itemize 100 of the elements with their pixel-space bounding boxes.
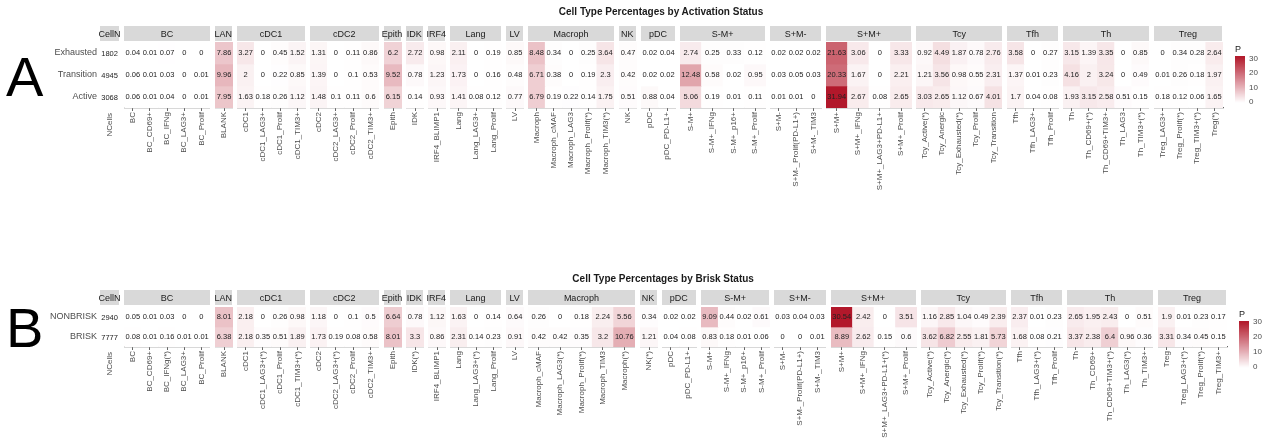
x-tick-label: Macroph_TIM3(*)	[600, 111, 610, 175]
x-tick-label: Lang	[453, 112, 463, 130]
x-tick-label: Macroph	[532, 112, 542, 144]
color-bar-title: P	[1234, 43, 1241, 54]
x-tick-label: Treg(*)	[1209, 111, 1219, 137]
x-tick-label: Treg_LAG3+(*)	[1178, 350, 1188, 406]
chart-title: LAN	[214, 28, 232, 39]
x-tick-label: Treg_TIM3+	[1213, 350, 1223, 395]
x-tick-label: cDC2_LAG3+	[331, 111, 341, 162]
color-bar-label: 10	[1252, 347, 1263, 357]
x-tick-label: BC_Prolif	[196, 111, 206, 146]
x-tick-label: Tcy_Active(*)	[920, 111, 930, 159]
x-tick-label: cDC2_TIM3+	[365, 350, 375, 399]
x-tick-label: Treg_LAG3+	[1157, 111, 1167, 158]
x-tick-label: Epith	[381, 28, 403, 39]
x-tick-label: cDC2	[313, 350, 323, 372]
x-tick-label: Th_LAG3(*)	[1122, 350, 1132, 394]
x-tick-label: Macroph(*)	[619, 350, 629, 391]
x-tick-label: pDC	[644, 111, 654, 129]
x-tick-label: Th_CD69+TIM3+	[1101, 111, 1111, 174]
x-tick-label: cDC1	[240, 350, 250, 372]
x-tick-label: cDC2	[313, 111, 323, 133]
x-tick-label: NK(*)	[643, 350, 653, 371]
x-tick-label: S+M-_Prolif(PD-L1+)	[795, 350, 805, 426]
x-tick-label: Tcy_Exhausted(*)	[954, 111, 964, 175]
x-tick-label: S+M-	[778, 350, 788, 371]
x-tick-label: S+M-	[773, 111, 783, 132]
text: Cell Type Percentages by Brisk Status	[572, 273, 754, 284]
y-tick-label: NONBRISK	[49, 311, 97, 322]
x-tick-label: S-M+_Prolif	[750, 111, 760, 155]
x-tick-label: S-M+_IFNg	[721, 351, 731, 393]
x-tick-label: Tfh_LAG3+(*)	[1032, 350, 1042, 401]
x-tick-label: BC_IFNg(*)	[162, 350, 172, 393]
x-tick-label: Th_TIM3+(*)	[1135, 111, 1145, 158]
x-tick-label: Treg	[1161, 351, 1171, 368]
x-tick-label: Tcy_Transition(*)	[993, 350, 1003, 411]
x-tick-label: cDC1_Prolif	[275, 350, 285, 394]
x-tick-label: cDC1_TIM3+	[292, 111, 302, 160]
x-tick-label: pDC	[665, 350, 675, 368]
y-tick-label: Transition	[57, 69, 97, 80]
color-bar-label: 0	[1248, 97, 1254, 107]
color-bar-label: 20	[1248, 68, 1259, 78]
x-tick-label: cDC2_LAG3+(*)	[331, 350, 341, 410]
x-tick-label: S+M+_Prolif	[896, 111, 906, 157]
x-tick-label: Tfh	[1014, 351, 1024, 363]
x-tick-label: Tfh_LAG3+	[1028, 111, 1038, 154]
x-tick-label: Tcy_Prolif	[971, 111, 981, 147]
x-tick-label: Tfh_Prolif	[1049, 350, 1059, 386]
x-tick-label: Tfh	[1010, 112, 1020, 124]
x-tick-label: cDC1_TIM3+(*)	[292, 350, 302, 407]
x-tick-label: BC_IFNg	[162, 112, 172, 145]
x-tick-label: Macroph_LAG3(*)	[555, 350, 565, 416]
y-tick-label: Active	[72, 91, 97, 102]
x-tick-label: LV	[509, 28, 520, 39]
x-tick-label: S+M+_Prolif	[900, 350, 910, 396]
x-tick-label: IRF4_BLIMP1	[431, 111, 441, 163]
x-tick-label: IRF4_BLIMP1	[431, 350, 441, 402]
text: CellN	[98, 28, 121, 39]
x-tick-label: NK	[620, 28, 634, 39]
x-tick-label: Lang	[453, 351, 463, 369]
x-tick-label: BC	[127, 111, 137, 124]
x-tick-label: cDC1_LAG3+	[257, 111, 267, 162]
color-bar-label: 30	[1248, 54, 1259, 63]
x-tick-label: BC_LAG3+	[179, 111, 189, 153]
x-tick-label: cDC2_Prolif	[348, 350, 358, 394]
x-tick-label: Treg_Prolif(*)	[1174, 111, 1184, 160]
x-tick-label: Th_CD69+TIM3+(*)	[1105, 350, 1115, 422]
x-tick-label: Lang_Prolif	[488, 350, 498, 392]
x-tick-label: Lang_LAG3+(*)	[471, 350, 481, 407]
color-bar-title: P	[1238, 308, 1245, 319]
x-tick-label: S+M+	[832, 111, 842, 134]
x-tick-label: cDC2_Prolif	[348, 111, 358, 155]
x-tick-label: S+M+_IFNg	[853, 112, 863, 156]
x-tick-label: Macroph_cMAF	[534, 350, 544, 408]
x-tick-label: S-M+_p16+	[739, 350, 749, 393]
x-tick-label: Tfh_Prolif	[1045, 111, 1055, 147]
x-tick-label: S+M+_LAG3+PD-L1+	[875, 111, 885, 191]
text: A	[6, 45, 44, 108]
x-tick-label: S+M+	[836, 350, 846, 373]
x-tick-label: Treg_Prolif(*)	[1196, 350, 1206, 399]
x-tick-label: Macroph_LAG3	[566, 111, 576, 169]
text: CellN	[98, 292, 121, 303]
x-tick-label: Tcy_Exhausted(*)	[958, 350, 968, 414]
x-tick-label: S-M+_Prolif	[756, 350, 766, 394]
chart-title: IRF4	[426, 292, 447, 303]
text: Cell Type Percentages by Activation Status	[558, 6, 764, 17]
x-tick-label: Th	[1071, 351, 1081, 361]
x-tick-label: Treg_TIM3+(*)	[1192, 111, 1202, 164]
color-bar-label: 30	[1252, 317, 1263, 327]
x-tick-label: Th_TIM3+	[1139, 350, 1149, 388]
text: B	[6, 296, 44, 359]
x-tick-label: cDC1	[240, 111, 250, 133]
color-bar-label: 0	[1252, 362, 1258, 372]
x-tick-label: cDC2_TIM3+	[365, 111, 375, 160]
x-tick-label: BC_Prolif	[196, 350, 206, 385]
x-tick-label: Macroph_Prolif(*)	[583, 111, 593, 175]
x-tick-label: Tcy_Prolif(*)	[976, 350, 986, 395]
x-tick-label: S-M+_p16+	[728, 111, 738, 154]
x-tick-label: Th	[1067, 112, 1077, 122]
x-tick-label: S+M-_Prolif(PD-L1+)	[791, 111, 801, 187]
